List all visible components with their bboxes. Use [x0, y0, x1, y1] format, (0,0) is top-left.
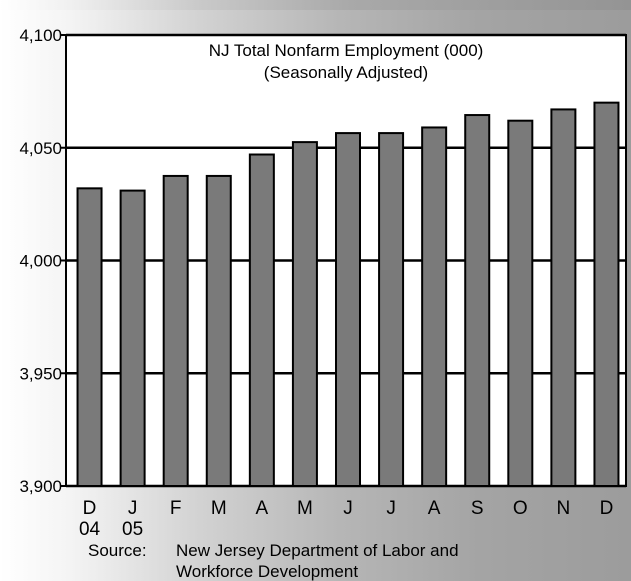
x-tick-sublabel: 04	[79, 519, 101, 540]
bar	[291, 141, 318, 488]
bars	[76, 101, 620, 488]
source-label: Source:	[88, 541, 147, 560]
y-tick-label: 4,050	[19, 139, 62, 158]
source-line-2: Workforce Development	[176, 562, 358, 581]
x-tick-label: J	[386, 498, 396, 519]
x-tick-label: S	[471, 498, 484, 519]
x-tick-label: A	[428, 498, 441, 519]
x-tick-label: J	[128, 498, 138, 519]
x-tick-label: O	[513, 498, 528, 519]
chart-title: NJ Total Nonfarm Employment (000)	[209, 41, 484, 60]
y-tick-label: 4,100	[19, 26, 62, 45]
x-tick-label: D	[83, 498, 97, 519]
bar	[248, 153, 275, 487]
bar	[335, 132, 361, 487]
bar	[507, 119, 534, 487]
y-axis-ticks: 3,900 3,950 4,000 4,050 4,100	[19, 26, 66, 496]
y-tick-label: 3,950	[19, 364, 62, 383]
bar	[162, 174, 189, 487]
bar	[119, 189, 146, 487]
bar	[421, 126, 448, 488]
bar	[593, 101, 620, 488]
bar	[378, 132, 405, 487]
y-tick-label: 3,900	[19, 477, 62, 496]
bar	[550, 108, 577, 487]
x-tick-label: A	[256, 498, 269, 519]
x-tick-sublabel: 05	[122, 519, 143, 540]
source-line-1: New Jersey Department of Labor and	[176, 541, 459, 560]
bar	[464, 114, 491, 488]
x-tick-label: F	[170, 498, 182, 519]
bar	[205, 174, 232, 487]
x-tick-label: M	[211, 498, 227, 519]
x-tick-label: M	[297, 498, 313, 519]
x-tick-label: J	[343, 498, 353, 519]
x-tick-label: N	[557, 498, 571, 519]
x-tick-label: D	[600, 498, 614, 519]
y-tick-label: 4,000	[19, 252, 62, 271]
bar	[76, 187, 103, 487]
chart-subtitle: (Seasonally Adjusted)	[264, 63, 428, 82]
